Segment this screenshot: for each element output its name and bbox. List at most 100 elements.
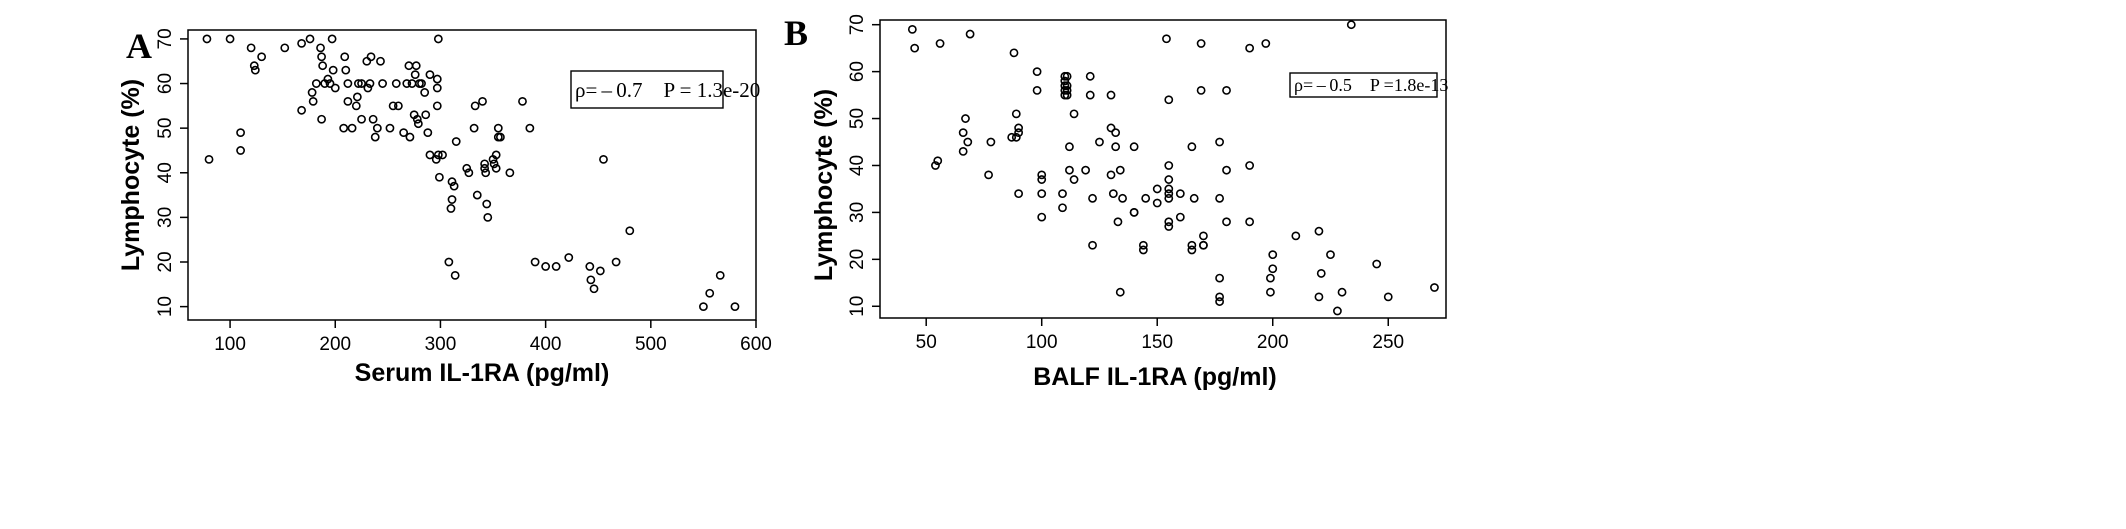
data-point-b-45 <box>1095 137 1104 147</box>
x-tick-label-a-4: 500 <box>635 334 667 355</box>
data-point-a-31 <box>347 123 357 133</box>
data-point-b-73 <box>1175 189 1185 199</box>
x-axis-title-b: BALF IL-1RA (pg/ml) <box>1033 363 1276 391</box>
correlation-box-a <box>570 70 724 109</box>
data-point-a-81 <box>451 137 461 146</box>
data-point-a-32 <box>351 101 361 111</box>
data-point-b-100 <box>1291 231 1301 241</box>
data-point-a-14 <box>308 96 318 106</box>
data-point-b-35 <box>1062 90 1072 100</box>
data-point-b-69 <box>1164 189 1174 199</box>
data-point-b-56 <box>1129 142 1139 152</box>
data-point-b-75 <box>1187 240 1197 250</box>
y-tick-label-b-6: 70 <box>847 14 868 35</box>
data-point-b-102 <box>1314 292 1324 302</box>
data-point-b-3 <box>933 156 943 166</box>
data-point-a-48 <box>391 79 401 88</box>
data-point-a-80 <box>450 270 460 280</box>
data-point-a-54 <box>407 79 417 88</box>
data-point-b-24 <box>1037 212 1047 222</box>
data-point-b-22 <box>1037 175 1047 184</box>
data-point-a-58 <box>412 114 422 124</box>
data-point-a-5 <box>246 43 256 53</box>
data-point-a-59 <box>413 119 423 129</box>
y-tick-label-b-0: 10 <box>847 296 868 317</box>
data-point-b-38 <box>1069 109 1079 119</box>
data-point-a-3 <box>236 128 245 138</box>
data-point-a-1 <box>204 154 214 164</box>
data-point-b-34 <box>1062 85 1072 95</box>
data-point-a-24 <box>328 65 338 75</box>
data-point-b-88 <box>1215 297 1224 306</box>
data-point-a-74 <box>438 150 447 160</box>
data-point-b-21 <box>1037 170 1047 180</box>
data-point-a-96 <box>491 163 501 173</box>
data-point-a-111 <box>599 154 608 164</box>
data-point-a-94 <box>489 159 499 169</box>
data-point-a-40 <box>366 52 376 62</box>
data-point-b-48 <box>1106 170 1116 180</box>
data-point-a-82 <box>462 163 472 173</box>
data-point-b-37 <box>1065 165 1074 175</box>
data-point-b-95 <box>1261 39 1271 48</box>
data-point-a-10 <box>297 105 306 115</box>
data-point-a-73 <box>434 172 444 182</box>
data-point-a-105 <box>551 262 561 271</box>
data-point-b-79 <box>1196 39 1206 48</box>
correlation-box-b <box>1289 72 1438 98</box>
plot-frame-b <box>879 19 1447 319</box>
data-point-a-52 <box>404 61 414 71</box>
data-point-b-4 <box>935 39 945 48</box>
points-a <box>202 34 740 312</box>
data-point-a-47 <box>388 101 398 111</box>
data-point-b-96 <box>1266 273 1275 283</box>
data-point-b-58 <box>1129 208 1139 217</box>
x-tick-label-b-3: 200 <box>1257 332 1289 353</box>
y-tick-label-a-6: 70 <box>155 28 176 49</box>
data-point-a-113 <box>625 226 635 236</box>
data-point-a-107 <box>585 262 595 271</box>
data-point-a-115 <box>705 288 715 298</box>
x-tick-label-a-1: 200 <box>319 334 351 355</box>
data-point-b-12 <box>1007 132 1017 142</box>
data-point-b-28 <box>1060 76 1070 86</box>
data-point-a-15 <box>311 79 321 88</box>
data-point-a-64 <box>423 128 433 138</box>
data-point-b-70 <box>1164 193 1174 203</box>
data-point-a-22 <box>325 79 335 88</box>
data-point-a-7 <box>250 65 260 75</box>
data-point-a-103 <box>530 257 540 267</box>
data-point-a-72 <box>433 150 443 160</box>
data-point-a-2 <box>225 34 235 44</box>
data-point-a-102 <box>525 123 535 133</box>
data-point-a-29 <box>343 79 353 88</box>
data-point-a-38 <box>363 83 373 93</box>
data-point-b-7 <box>961 114 970 123</box>
data-point-b-16 <box>1014 123 1024 133</box>
panel-b: B 50 100 150 200 250 10 20 30 40 50 60 70 ρ= – 0.5 … <box>784 13 1448 391</box>
data-point-b-6 <box>958 128 968 138</box>
data-point-b-110 <box>1430 283 1439 292</box>
data-point-b-91 <box>1222 217 1231 227</box>
data-point-b-55 <box>1118 193 1127 203</box>
data-point-a-114 <box>699 302 708 312</box>
data-point-b-61 <box>1141 193 1151 203</box>
data-point-b-40 <box>1081 165 1091 175</box>
data-point-b-71 <box>1164 217 1174 227</box>
data-point-b-98 <box>1268 250 1278 260</box>
data-point-b-19 <box>1032 67 1042 77</box>
data-point-a-106 <box>564 253 574 262</box>
data-point-b-67 <box>1164 175 1174 184</box>
data-point-a-88 <box>480 159 490 169</box>
data-point-b-66 <box>1164 161 1174 170</box>
panel-label-b: B <box>784 13 808 53</box>
data-point-a-68 <box>432 74 442 84</box>
ticks-a: 100 200 300 400 500 600 10 20 30 40 50 60 70 <box>155 28 772 355</box>
data-point-b-84 <box>1215 137 1224 147</box>
data-point-b-51 <box>1111 142 1121 152</box>
data-point-a-33 <box>352 92 362 102</box>
data-point-b-105 <box>1333 306 1342 316</box>
data-point-b-59 <box>1138 240 1148 250</box>
data-point-a-117 <box>730 302 740 312</box>
